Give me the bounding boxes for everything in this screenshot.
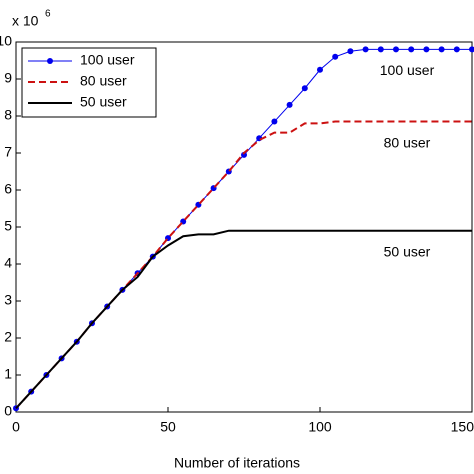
series-marker bbox=[271, 118, 278, 125]
y-tick-label: 2 bbox=[4, 329, 12, 345]
series-marker bbox=[408, 46, 415, 53]
legend-label: 80 user bbox=[80, 73, 127, 89]
x-tick-label: 150 bbox=[451, 419, 474, 435]
x-tick-label: 50 bbox=[160, 419, 176, 435]
y-tick-label: 5 bbox=[4, 218, 12, 234]
series-line bbox=[15, 229, 472, 409]
legend-label: 100 user bbox=[80, 52, 135, 68]
y-tick-label: 1 bbox=[4, 366, 12, 382]
series-marker bbox=[347, 48, 354, 55]
series-marker bbox=[438, 46, 445, 53]
series-marker bbox=[286, 101, 293, 108]
legend-marker bbox=[47, 58, 53, 64]
y-tick-label: 6 bbox=[4, 181, 12, 197]
exponent-label: x 10 bbox=[12, 13, 39, 29]
y-tick-label: 3 bbox=[4, 292, 12, 308]
y-tick-label: 7 bbox=[4, 144, 12, 160]
annotation: 100 user bbox=[380, 62, 435, 78]
y-tick-label: 9 bbox=[4, 70, 12, 86]
series-marker bbox=[332, 53, 339, 60]
series-marker bbox=[453, 46, 460, 53]
annotation: 80 user bbox=[384, 134, 431, 150]
exponent-power: 6 bbox=[45, 9, 51, 20]
x-axis-label: Number of iterations bbox=[174, 455, 300, 471]
series-marker bbox=[317, 66, 323, 73]
series-marker bbox=[377, 46, 384, 53]
series-marker bbox=[301, 85, 308, 92]
y-tick-label: 0 bbox=[4, 403, 12, 419]
series-marker bbox=[469, 46, 474, 53]
y-tick-label: 10 bbox=[0, 33, 12, 49]
x-tick-label: 100 bbox=[308, 419, 332, 435]
series-marker bbox=[362, 46, 369, 53]
x-tick-label: 0 bbox=[12, 419, 20, 435]
y-tick-label: 8 bbox=[4, 107, 12, 123]
annotation: 50 user bbox=[384, 243, 431, 259]
legend-label: 50 user bbox=[80, 94, 127, 110]
y-tick-label: 4 bbox=[4, 255, 12, 271]
series-marker bbox=[423, 46, 430, 53]
series-marker bbox=[393, 46, 399, 53]
